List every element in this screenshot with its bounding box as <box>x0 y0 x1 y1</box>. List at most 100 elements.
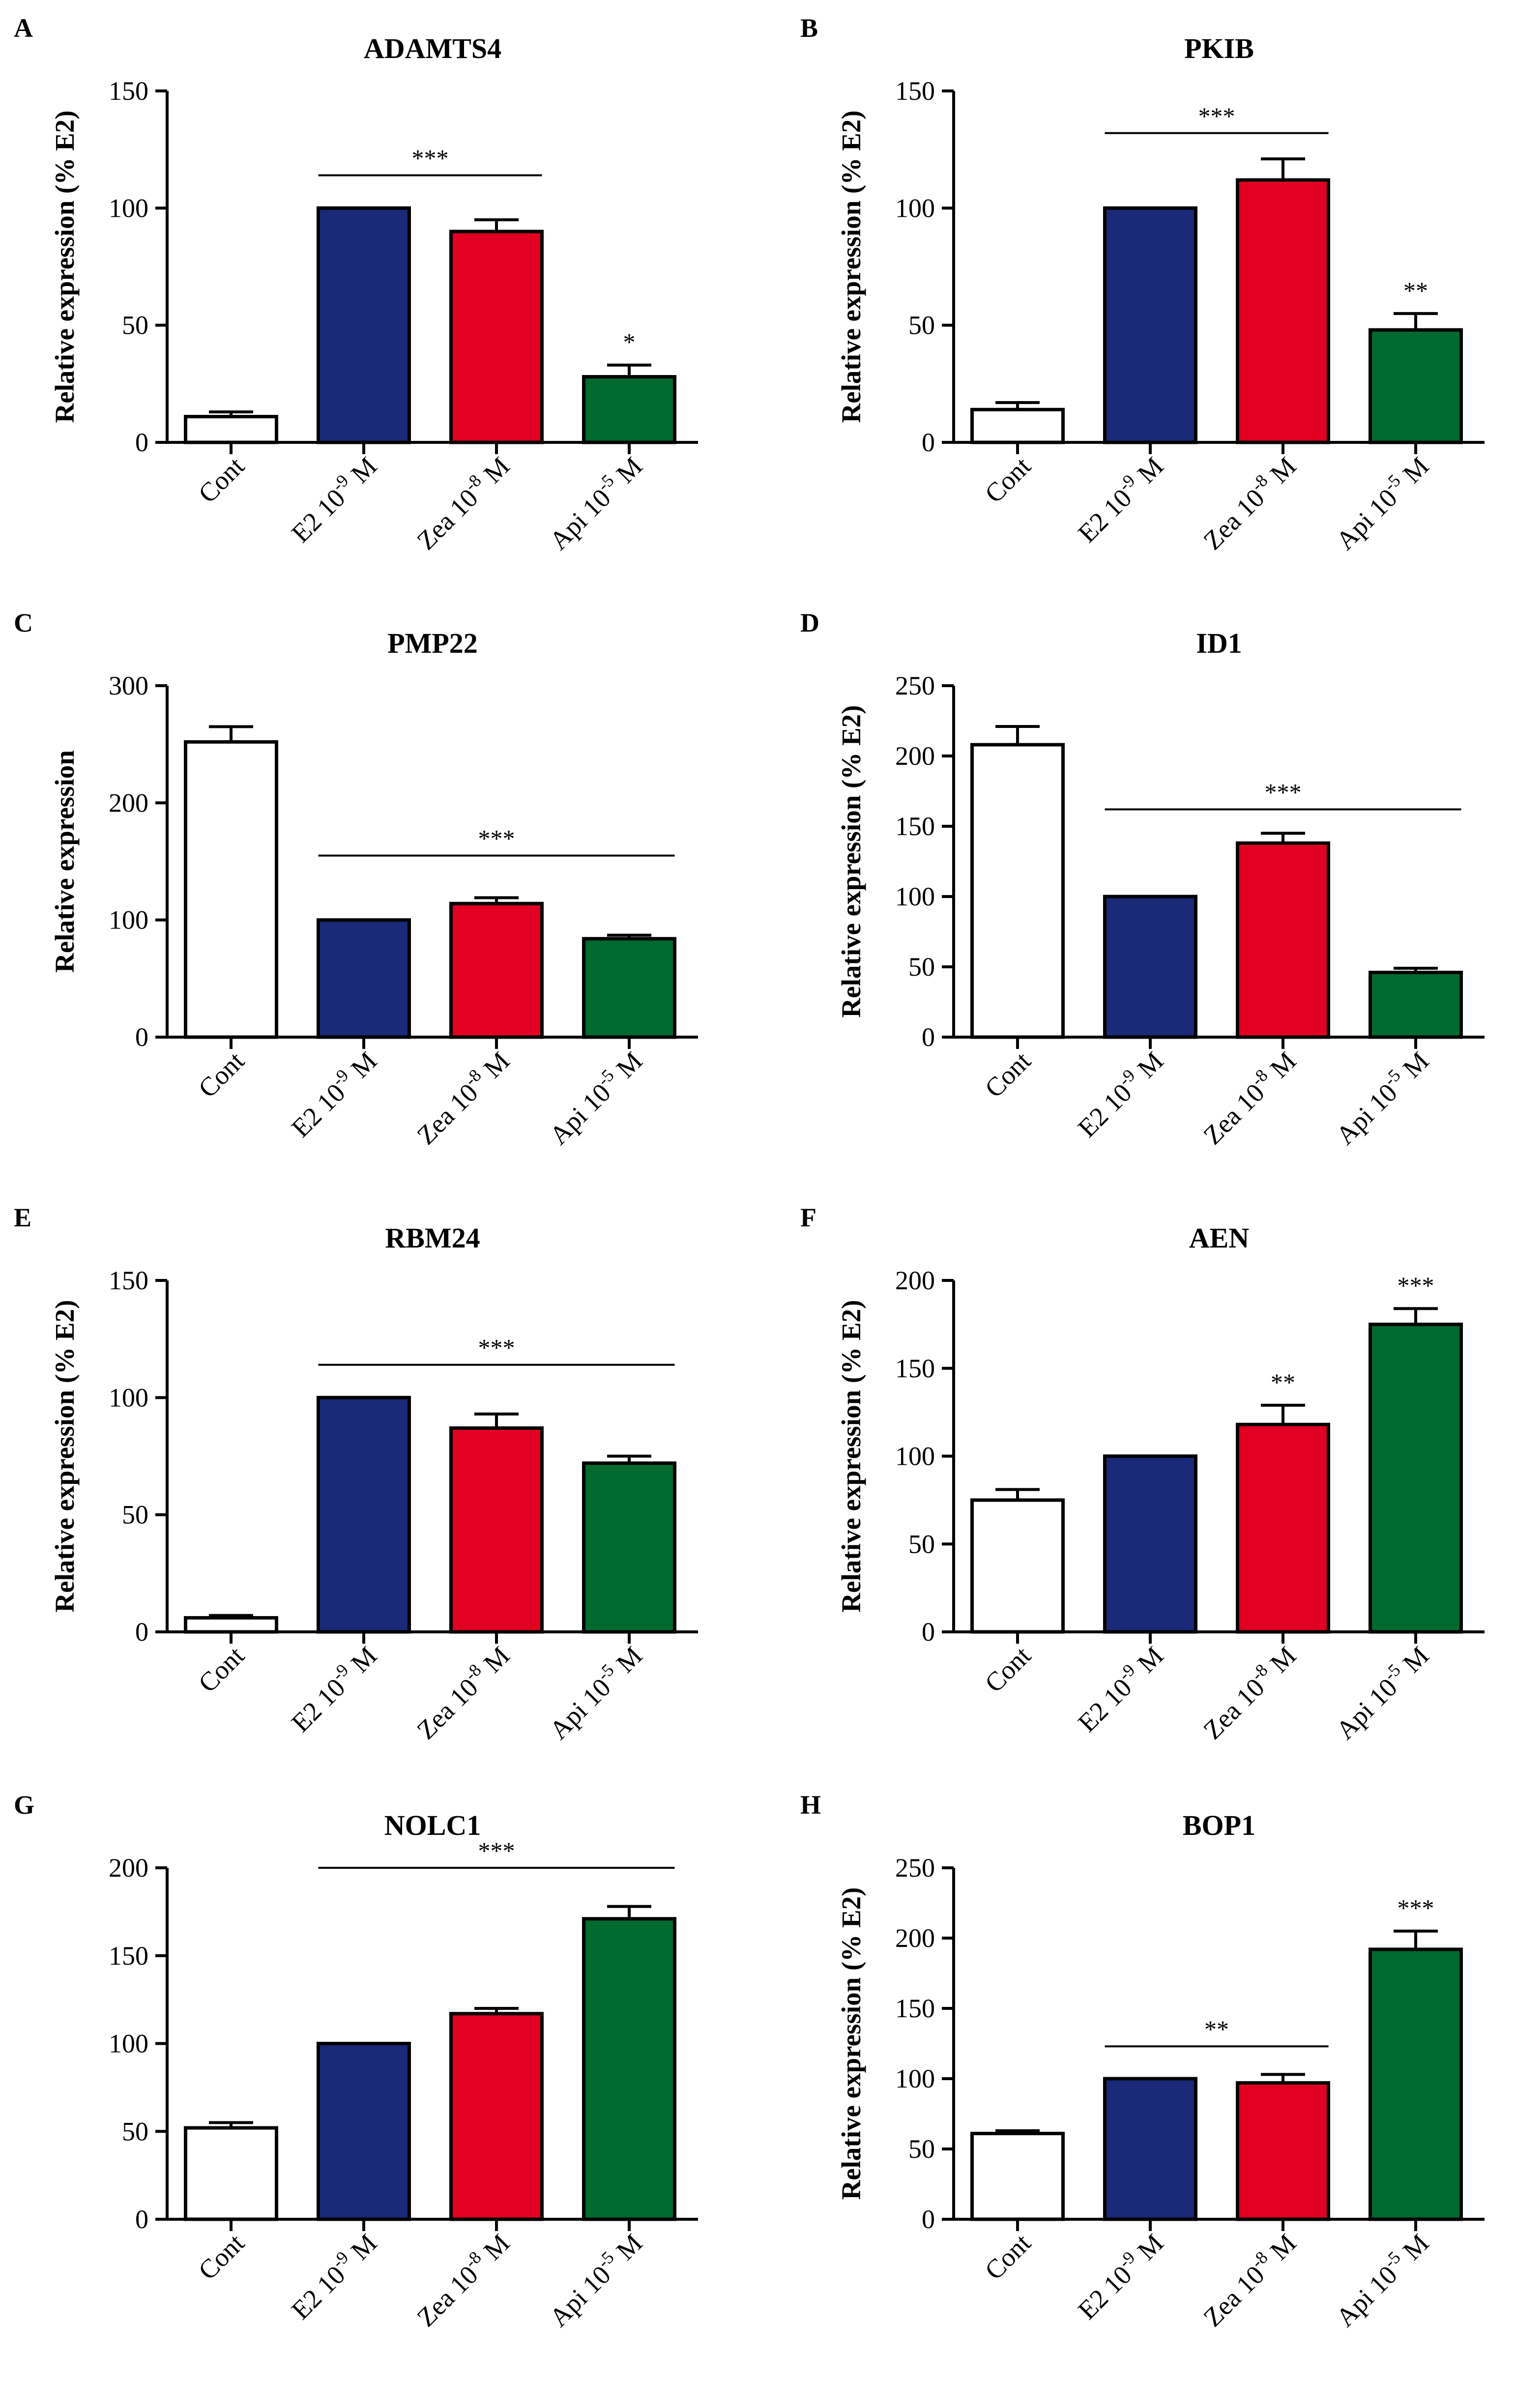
x-tick-label: Api 10-5 M <box>542 1639 648 1745</box>
bar <box>1236 1422 1330 1634</box>
bar <box>1236 2081 1330 2221</box>
x-tick-label: Zea 10-8 M <box>409 2226 515 2332</box>
bar <box>1103 206 1197 444</box>
bar <box>449 2012 544 2221</box>
bar <box>1236 841 1330 1039</box>
y-tick-label: 0 <box>922 2205 935 2234</box>
panel-letter: E <box>14 1203 31 1232</box>
bar <box>184 415 278 444</box>
x-tick-label-base: Zea 10 <box>1197 1078 1270 1150</box>
chart-panel-f: F AEN Relative expression (% E2) 0 50 100 150 2… <box>800 1203 1485 1745</box>
y-tick-label: 200 <box>895 1266 935 1295</box>
bar <box>1103 895 1197 1039</box>
chart-panel-e: E RBM24 Relative expression (% E2) 0 50 100 15… <box>14 1203 698 1745</box>
bar <box>317 206 411 444</box>
significance-label: *** <box>1398 1894 1434 1922</box>
x-tick-label-base: Api 10 <box>1330 1078 1402 1150</box>
y-axis-label: Relative expression (% E2) <box>836 1887 866 2200</box>
y-tick-label: 0 <box>135 2205 148 2234</box>
bar <box>1369 970 1463 1039</box>
panel-letter: C <box>14 608 33 638</box>
y-tick-label: 0 <box>135 428 148 457</box>
significance-label: *** <box>1398 1272 1434 1299</box>
chart-title: PKIB <box>1184 32 1254 64</box>
x-tick-label: Zea 10-8 M <box>409 449 515 555</box>
y-tick-label: 100 <box>109 2029 148 2059</box>
y-tick-label: 50 <box>122 311 148 340</box>
x-tick-label: Cont <box>979 2228 1037 2286</box>
chart-panel-g: G NOLC1 0 50 100 150 200 Cont E2 10-9 M Zea 10-8 … <box>14 1790 698 2332</box>
bar <box>1369 328 1463 444</box>
x-tick-label-base: Zea 10 <box>411 2260 483 2332</box>
y-tick-label: 50 <box>908 952 935 982</box>
x-tick-label: Cont <box>979 1046 1037 1103</box>
panel-letter: A <box>14 13 33 43</box>
x-tick-label-base: Zea 10 <box>1197 1673 1270 1745</box>
x-tick-label: E2 10-9 M <box>284 449 383 549</box>
y-axis-label: Relative expression (% E2) <box>836 1300 866 1613</box>
x-tick-label: Api 10-5 M <box>542 449 648 555</box>
y-tick-label: 150 <box>895 812 935 841</box>
x-tick-label: E2 10-9 M <box>284 1044 383 1143</box>
chart-title: NOLC1 <box>384 1809 481 1841</box>
y-axis-label: Relative expression (% E2) <box>836 111 866 423</box>
bar <box>1103 2077 1197 2221</box>
x-tick-label-base: Api 10 <box>544 2260 616 2332</box>
bar <box>317 1395 411 1634</box>
chart-title: PMP22 <box>387 627 478 659</box>
y-tick-label: 0 <box>922 1617 935 1647</box>
x-tick-label: E2 10-9 M <box>1070 1044 1169 1143</box>
y-tick-label: 50 <box>122 2117 148 2146</box>
x-tick-label-base: Zea 10 <box>411 483 483 555</box>
x-tick-label: Cont <box>979 451 1037 509</box>
y-tick-label: 150 <box>109 76 148 106</box>
x-tick-label: Api 10-5 M <box>1328 449 1434 555</box>
x-tick-label: Cont <box>193 2228 250 2286</box>
chart-panel-h: H BOP1 Relative expression (% E2) 0 50 100 150… <box>800 1790 1485 2332</box>
bar <box>582 1461 676 1634</box>
x-tick-label: E2 10-9 M <box>1070 2226 1169 2325</box>
bar <box>582 375 676 444</box>
y-tick-label: 200 <box>109 788 148 817</box>
y-tick-label: 50 <box>908 2134 935 2164</box>
x-tick-label: E2 10-9 M <box>284 2226 383 2325</box>
significance-label: *** <box>478 1837 515 1864</box>
panel-letter: G <box>14 1790 34 1820</box>
bar <box>970 407 1065 444</box>
bar <box>184 2126 278 2221</box>
significance-label: * <box>623 328 636 356</box>
y-tick-label: 150 <box>895 1994 935 2023</box>
panel-letter: H <box>800 1790 821 1820</box>
bar <box>970 2132 1065 2221</box>
x-tick-label-base: Cont <box>979 1046 1037 1103</box>
y-tick-label: 100 <box>895 882 935 911</box>
x-tick-label-base: Zea 10 <box>1197 483 1270 555</box>
chart-title: BOP1 <box>1183 1809 1255 1841</box>
x-tick-label: Cont <box>193 451 250 509</box>
y-tick-label: 250 <box>895 671 935 700</box>
significance-label: ** <box>1271 1368 1295 1396</box>
bar <box>449 230 544 444</box>
bar <box>449 1426 544 1634</box>
x-tick-label-base: Api 10 <box>1330 1673 1402 1745</box>
x-tick-label-base: Api 10 <box>544 483 616 555</box>
x-tick-label-base: Api 10 <box>544 1673 616 1745</box>
bar <box>1103 1454 1197 1634</box>
bar <box>449 901 544 1039</box>
panel-letter: F <box>800 1203 816 1232</box>
x-tick-label: Zea 10-8 M <box>1195 1639 1302 1745</box>
y-tick-label: 0 <box>135 1022 148 1052</box>
x-tick-label: Cont <box>979 1641 1037 1698</box>
x-tick-label: Api 10-5 M <box>542 1044 648 1150</box>
significance-label: *** <box>1265 779 1302 806</box>
bar <box>184 1616 278 1634</box>
x-tick-label: Api 10-5 M <box>1328 2226 1434 2332</box>
x-tick-label: Api 10-5 M <box>1328 1044 1434 1150</box>
x-tick-label: Zea 10-8 M <box>409 1639 515 1745</box>
y-tick-label: 150 <box>109 1941 148 1971</box>
x-tick-label-base: Api 10 <box>544 1078 616 1150</box>
y-tick-label: 100 <box>895 2064 935 2093</box>
x-tick-label: Zea 10-8 M <box>1195 2226 1302 2332</box>
y-axis-label: Relative expression (% E2) <box>50 111 80 423</box>
